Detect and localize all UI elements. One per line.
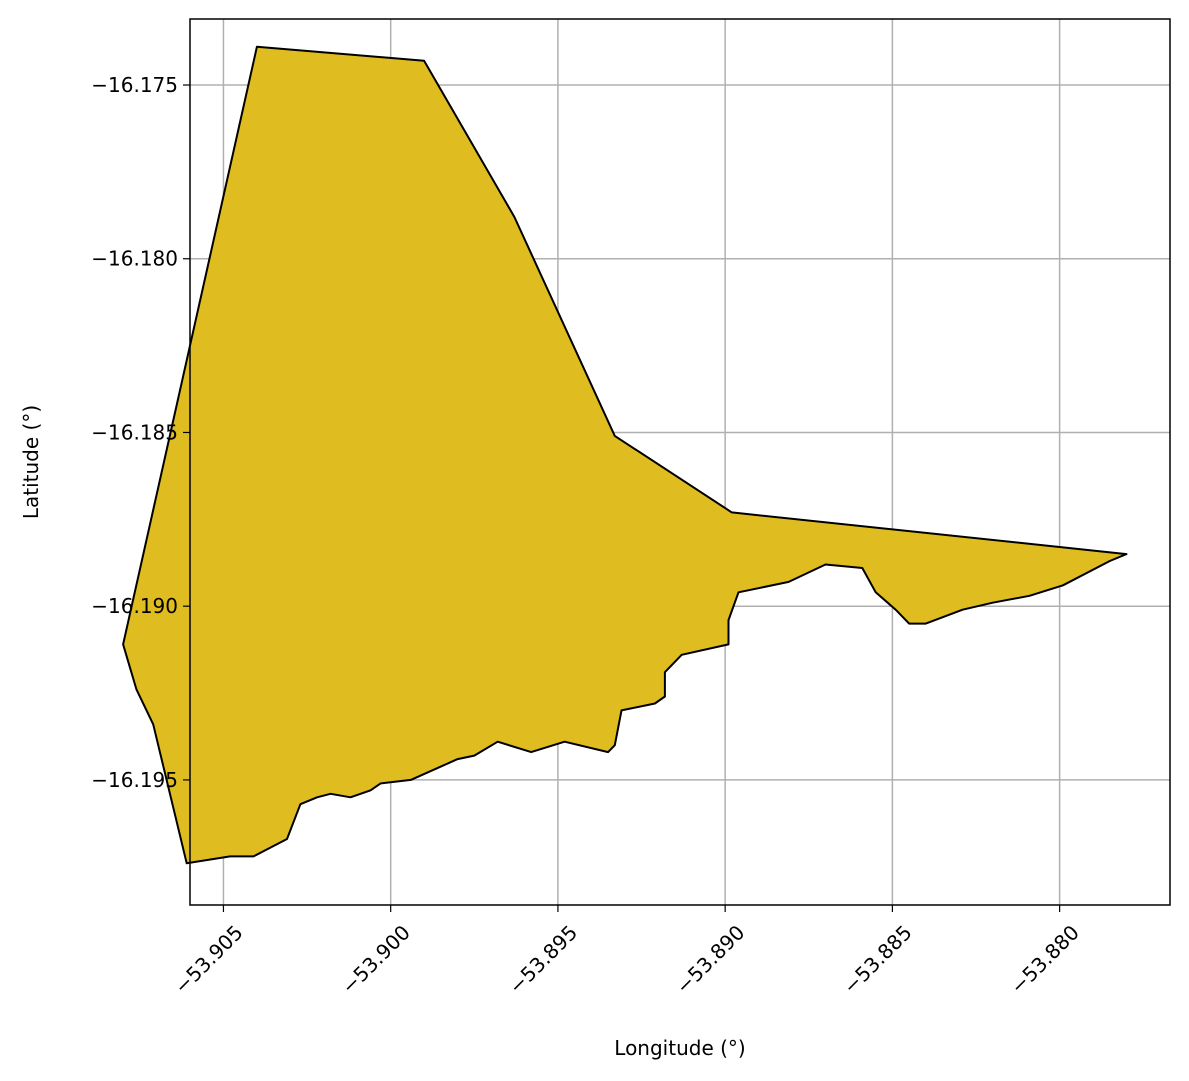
y-tick-label: −16.190 [91, 594, 178, 618]
region-polygon [122, 45, 1128, 865]
y-axis-label: Latitude (°) [19, 405, 43, 519]
x-axis-label: Longitude (°) [614, 1036, 745, 1060]
x-tick-label: −53.885 [838, 920, 916, 998]
x-tick-label: −53.890 [671, 920, 749, 998]
x-tick-label: −53.880 [1006, 920, 1084, 998]
y-axis-ticks: −16.175 −16.180 −16.185 −16.190 −16.195 [91, 73, 190, 792]
x-tick-label: −53.900 [337, 920, 415, 998]
y-tick-label: −16.195 [91, 768, 178, 792]
x-axis-ticks: −53.905 −53.900 −53.895 −53.890 −53.885 −53.8… [169, 905, 1084, 999]
y-tick-label: −16.180 [91, 247, 178, 271]
plot-frame [189, 18, 1171, 906]
x-tick-label: −53.905 [169, 920, 247, 998]
y-tick-label: −16.185 [91, 420, 178, 444]
x-tick-label: −53.895 [504, 920, 582, 998]
y-tick-label: −16.175 [91, 73, 178, 97]
